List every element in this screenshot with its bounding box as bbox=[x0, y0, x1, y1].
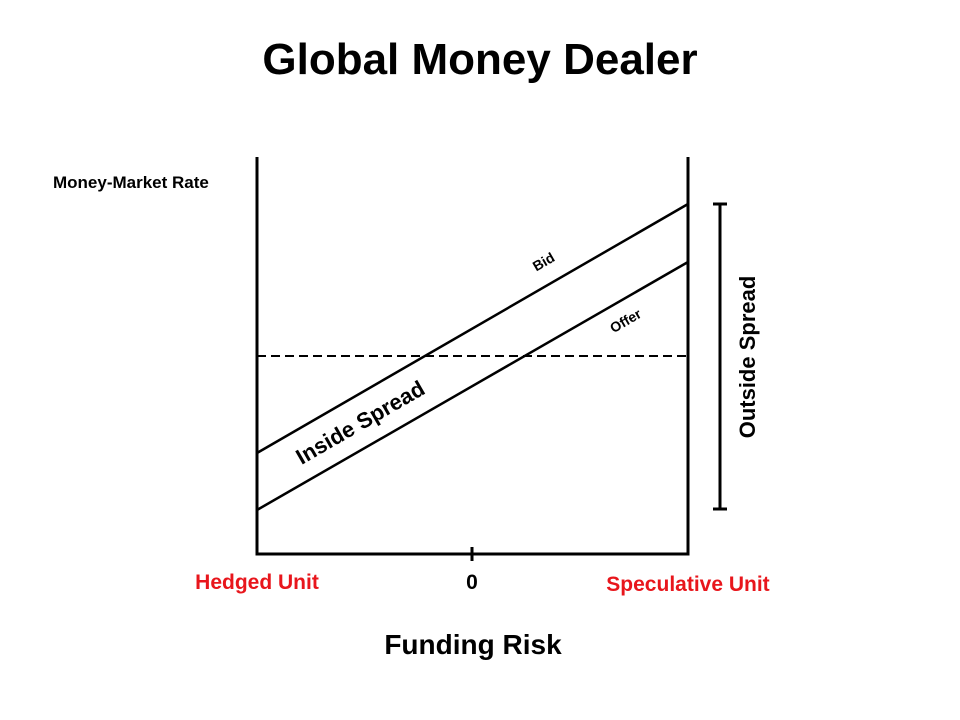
offer-line bbox=[257, 262, 688, 510]
x-axis-label: Funding Risk bbox=[384, 629, 562, 660]
outside-spread-label: Outside Spread bbox=[735, 276, 760, 439]
hedged-unit-label: Hedged Unit bbox=[195, 571, 319, 594]
offer-label: Offer bbox=[607, 305, 644, 336]
y-axis-label: Money-Market Rate bbox=[53, 173, 209, 192]
speculative-unit-label: Speculative Unit bbox=[606, 573, 769, 596]
zero-tick-label: 0 bbox=[466, 571, 478, 594]
bid-label: Bid bbox=[530, 249, 558, 274]
